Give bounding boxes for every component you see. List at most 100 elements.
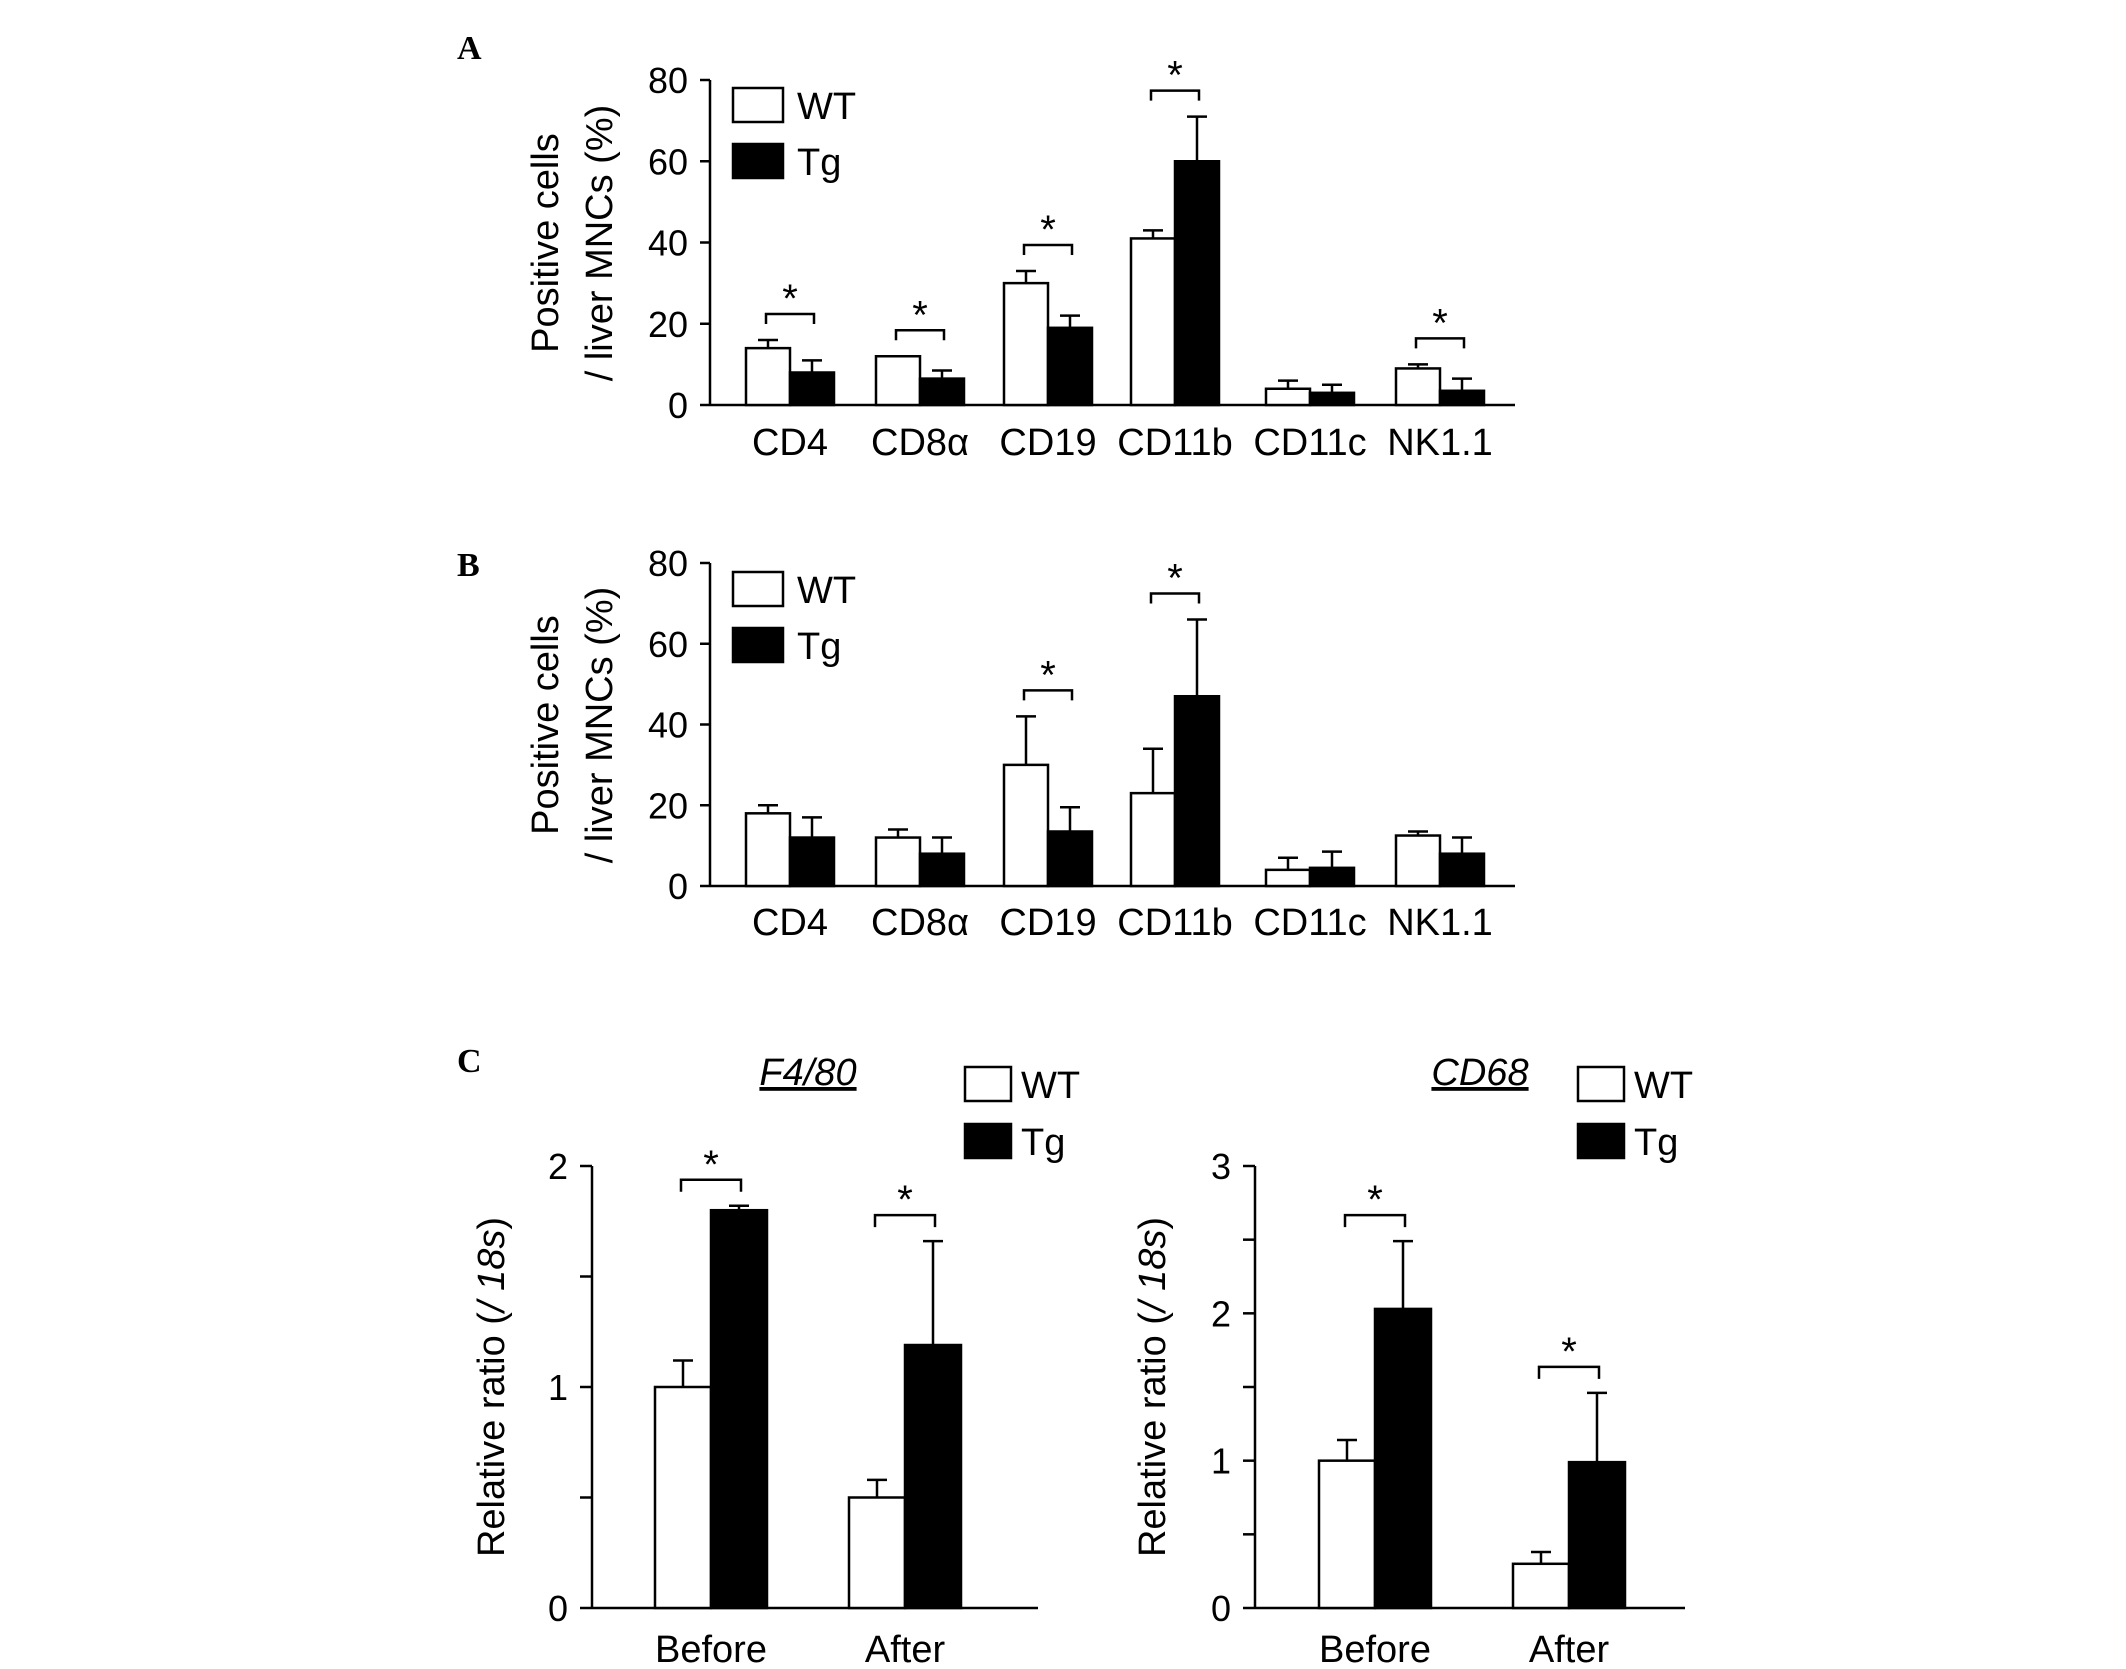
- y-tick-label: 2: [548, 1146, 568, 1187]
- chart-title: CD68: [1431, 1052, 1528, 1094]
- significance-star: *: [1561, 1330, 1577, 1374]
- bar-tg: [1046, 326, 1094, 407]
- y-axis-title: / liver MNCs (%): [579, 587, 621, 864]
- significance-bracket: [1343, 1213, 1407, 1228]
- legend-label-tg: Tg: [797, 142, 841, 184]
- legend-label-tg: Tg: [797, 626, 841, 668]
- legend-label-wt: WT: [1021, 1065, 1080, 1107]
- y-axis-title-close: ): [1132, 1217, 1174, 1230]
- bar-wt: [1129, 791, 1177, 888]
- significance-bracket: [873, 1213, 937, 1228]
- legend-label-wt: WT: [797, 570, 856, 612]
- significance-bracket: [1022, 689, 1074, 701]
- y-tick-label: 0: [1211, 1588, 1231, 1629]
- category-label: CD8α: [871, 422, 969, 464]
- bar-wt: [874, 836, 922, 888]
- y-axis-title-italic: / 18s: [1132, 1230, 1174, 1315]
- significance-star: *: [1367, 1178, 1383, 1222]
- y-tick-label: 60: [648, 141, 688, 182]
- significance-star: *: [1040, 653, 1056, 697]
- bar-tg: [1308, 866, 1356, 888]
- chart-panel-b: 0 20 40 60 80 Positive cells / liver MNCs (%) C…: [525, 543, 1515, 944]
- bar-wt: [874, 355, 922, 407]
- y-tick-label: 0: [548, 1588, 568, 1629]
- y-axis-title: Relative ratio (/ 18s): [471, 1217, 513, 1557]
- bar-tg: [918, 377, 966, 407]
- y-axis-title: / liver MNCs (%): [579, 105, 621, 382]
- legend-swatch-wt: [963, 1065, 1013, 1103]
- bar-tg: [709, 1208, 769, 1610]
- y-tick-label: 2: [1211, 1293, 1231, 1334]
- bar-wt: [1002, 281, 1050, 407]
- y-axis-title-part: Relative ratio (: [471, 1312, 513, 1557]
- bar-tg: [1046, 830, 1094, 888]
- bar-tg: [1438, 852, 1486, 888]
- significance-bracket: [894, 329, 946, 341]
- bar-wt: [1264, 868, 1312, 888]
- significance-bracket: [1414, 337, 1466, 349]
- significance-bracket: [764, 312, 816, 324]
- bar-wt: [1129, 237, 1177, 407]
- y-axis-title-part: Relative ratio (: [1132, 1312, 1174, 1557]
- significance-star: *: [703, 1143, 719, 1187]
- significance-bracket: [1149, 89, 1201, 101]
- category-label: After: [1529, 1629, 1610, 1669]
- category-label: CD4: [752, 422, 828, 464]
- bar-tg: [788, 836, 836, 888]
- significance-star: *: [1432, 301, 1448, 345]
- legend-swatch-tg: [731, 626, 785, 664]
- chart-title: F4/80: [759, 1052, 856, 1094]
- legend-swatch-wt: [731, 570, 785, 608]
- bar-wt: [1511, 1562, 1571, 1610]
- legend-label-wt: WT: [797, 86, 856, 128]
- bar-tg: [903, 1343, 963, 1610]
- bar-tg: [1173, 694, 1221, 888]
- category-label: CD19: [999, 902, 1096, 944]
- y-tick-label: 40: [648, 223, 688, 264]
- legend-swatch-wt: [1576, 1065, 1626, 1103]
- significance-bracket: [1537, 1365, 1601, 1379]
- legend-swatch-tg: [731, 142, 785, 180]
- y-axis-title: Relative ratio (/ 18s): [1132, 1217, 1174, 1557]
- bar-tg: [788, 371, 836, 407]
- bar-tg: [918, 852, 966, 888]
- category-label: NK1.1: [1387, 902, 1493, 944]
- chart-panel-c-f4-80: 0 1 2 Relative ratio (/ 18s) F4/80 Before Afte…: [471, 1052, 1080, 1669]
- category-label: CD11c: [1253, 422, 1366, 464]
- significance-star: *: [912, 293, 928, 337]
- y-tick-label: 40: [648, 705, 688, 746]
- significance-star: *: [1167, 54, 1183, 98]
- y-tick-label: 3: [1211, 1146, 1231, 1187]
- panel-label-c: C: [457, 1043, 482, 1080]
- bar-wt: [744, 812, 792, 888]
- y-axis-title-close: ): [471, 1217, 513, 1230]
- y-tick-label: 80: [648, 60, 688, 101]
- significance-star: *: [1167, 557, 1183, 601]
- bar-wt: [744, 346, 792, 407]
- category-label: Before: [1319, 1629, 1431, 1669]
- panel-label-b: B: [457, 547, 480, 584]
- y-tick-label: 1: [1211, 1441, 1231, 1482]
- legend-label-tg: Tg: [1021, 1122, 1065, 1164]
- y-tick-label: 60: [648, 624, 688, 665]
- significance-bracket: [1149, 592, 1201, 604]
- category-label: CD19: [999, 422, 1096, 464]
- y-tick-label: 0: [668, 866, 688, 907]
- bar-tg: [1438, 389, 1486, 407]
- bar-tg: [1373, 1307, 1433, 1610]
- y-tick-label: 0: [668, 385, 688, 426]
- bar-wt: [653, 1385, 713, 1610]
- y-axis-title-italic: / 18s: [471, 1230, 513, 1315]
- bar-tg: [1308, 391, 1356, 407]
- category-label: CD8α: [871, 902, 969, 944]
- significance-bracket: [1022, 243, 1074, 255]
- category-label: CD11b: [1117, 422, 1232, 464]
- category-label: NK1.1: [1387, 422, 1493, 464]
- category-label: CD11b: [1117, 902, 1232, 944]
- category-label: CD4: [752, 902, 828, 944]
- panel-label-a: A: [457, 30, 482, 67]
- significance-bracket: [679, 1178, 743, 1192]
- category-label: Before: [655, 1629, 767, 1669]
- y-axis-title: Positive cells: [525, 615, 567, 835]
